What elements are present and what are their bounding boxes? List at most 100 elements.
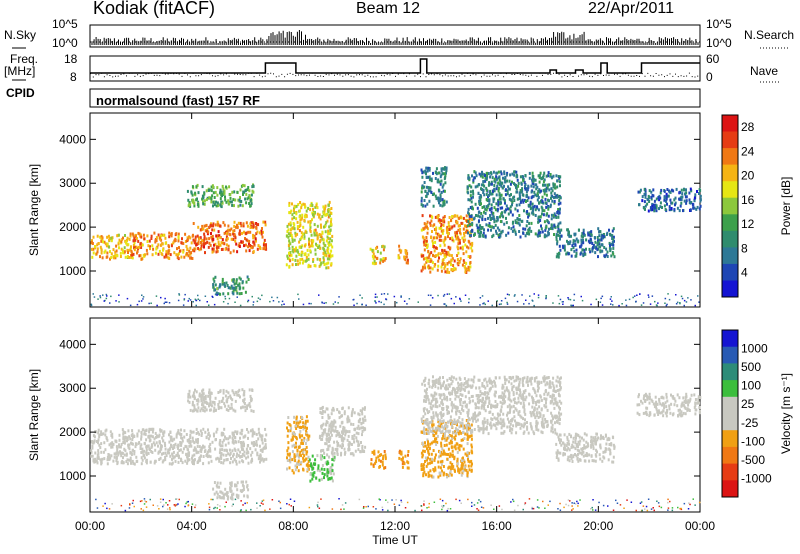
- colorbar-segment-9: [722, 263, 738, 281]
- xtick-label-4: 16:00: [482, 519, 512, 533]
- xtick-label-1: 04:00: [177, 519, 207, 533]
- colorbar-segment-6: [722, 214, 738, 232]
- colorbar-segment-4: [722, 396, 738, 414]
- colorbar-segment-7: [722, 446, 738, 465]
- noise-tick-low-right: 10^0: [706, 36, 732, 50]
- colorbar-segment-3: [722, 380, 738, 398]
- noise-traces: [89, 30, 700, 45]
- colorbar-frame: [721, 329, 739, 498]
- power-panel: 1000 2000 3000 4000 Slant Range [km] 4 8 12 16 20…: [27, 112, 793, 308]
- colorbar-tick-1: 8: [741, 241, 748, 255]
- scatter-region-2: [191, 220, 268, 255]
- nave-label: Nave: [750, 64, 779, 78]
- noise-tick-high-right: 10^5: [706, 17, 732, 31]
- xtick-label-0: 00:00: [75, 519, 105, 533]
- beam-title: Beam 12: [356, 0, 421, 17]
- scatter-region-3: [286, 415, 311, 475]
- colorbar-tick-5: -100: [741, 434, 765, 448]
- scatter-region-9: [420, 375, 563, 436]
- near-range-noise: [95, 498, 701, 512]
- colorbar-tick-0: 4: [741, 266, 748, 280]
- panel-frame: [89, 317, 701, 513]
- scatter-region-10: [466, 170, 563, 239]
- colorbar-segment-4: [722, 181, 738, 199]
- colorbar-segment-5: [722, 197, 738, 215]
- nsky-trace: [89, 30, 699, 45]
- freq-label: Freq.: [10, 52, 39, 66]
- scatter-region-7: [398, 449, 410, 470]
- ytick-label-4000: 4000: [59, 132, 86, 146]
- scatter-region-10: [555, 432, 616, 464]
- colorbar-tick-7: -1000: [741, 471, 772, 485]
- ytick-label-2000: 2000: [59, 425, 86, 439]
- station-title: Kodiak (fitACF): [93, 0, 216, 18]
- ylabel: Slant Range [km]: [27, 164, 41, 256]
- freq-tick-high: 18: [64, 52, 78, 66]
- cpid-text: normalsound (fast) 157 RF: [96, 93, 260, 108]
- colorbar-frame: [721, 114, 739, 298]
- xlabel: Time UT: [372, 533, 418, 547]
- ytick-label-4000: 4000: [59, 337, 86, 351]
- freq-unit-label: [MHz]: [4, 64, 36, 78]
- scatter-region-6: [370, 449, 387, 470]
- xtick-label-2: 08:00: [278, 519, 308, 533]
- nave-tick-high: 60: [706, 52, 720, 66]
- colorbar-segment-5: [722, 413, 738, 431]
- xtick-label-5: 20:00: [583, 519, 613, 533]
- nave-dots: [90, 72, 699, 78]
- scatter-region-1: [128, 231, 194, 261]
- panel-frame: [89, 112, 701, 308]
- colorbar-segment-1: [722, 346, 738, 364]
- colorbar: 1000 500 100 25 -25 -100 -500 -1000 Velocity [m …: [721, 329, 793, 498]
- scatter-region-9: [420, 166, 448, 208]
- colorbar-segment-10: [722, 280, 738, 298]
- colorbar-tick-2: 12: [741, 217, 755, 231]
- ytick-label-3000: 3000: [59, 381, 86, 395]
- ytick-label-1000: 1000: [59, 264, 86, 278]
- xtick-label-3: 12:00: [380, 519, 410, 533]
- colorbar-segment-0: [722, 115, 738, 132]
- cpid-label: CPID: [6, 86, 35, 100]
- ylabel: Slant Range [km]: [27, 369, 41, 461]
- scatter-region-12: [637, 187, 702, 213]
- colorbar-tick-0: 1000: [741, 342, 768, 356]
- scatter-region-4: [212, 275, 250, 296]
- colorbar-segment-2: [722, 148, 738, 166]
- colorbar-tick-4: 20: [741, 169, 755, 183]
- colorbar-segment-8: [722, 463, 738, 481]
- scatter-region-0: [90, 233, 130, 261]
- colorbar-segment-9: [722, 480, 738, 498]
- colorbar-tick-5: 24: [741, 144, 755, 158]
- colorbar-tick-3: 16: [741, 193, 755, 207]
- colorbar-label: Power [dB]: [779, 177, 793, 236]
- scatter-region-1: [187, 388, 255, 413]
- ytick-label-2000: 2000: [59, 220, 86, 234]
- scatter-region-6: [369, 244, 387, 266]
- cpid-panel-frame: [89, 88, 701, 108]
- nave-tick-low: 0: [706, 70, 713, 84]
- colorbar-tick-6: 28: [741, 120, 755, 134]
- ytick-label-1000: 1000: [59, 469, 86, 483]
- scatter-region-0: [90, 427, 268, 466]
- xtick-label-6: 00:00: [685, 519, 715, 533]
- scatter-region-3: [186, 183, 255, 209]
- noise-tick-low: 10^0: [52, 36, 78, 50]
- scatter-region-8: [420, 214, 474, 274]
- scatter-region-2: [212, 480, 250, 501]
- freq-step-line: [90, 58, 700, 74]
- scatter-region-7: [397, 244, 409, 265]
- nsky-label: N.Sky: [4, 28, 37, 42]
- colorbar-segment-8: [722, 247, 738, 265]
- colorbar: 4 8 12 16 20 24 28 Power [dB]: [721, 114, 793, 298]
- freq-panel-frame: [89, 55, 701, 82]
- colorbar-tick-3: 25: [741, 397, 755, 411]
- scatter-region-11: [636, 392, 702, 418]
- colorbar-segment-6: [722, 430, 738, 448]
- colorbar-segment-0: [722, 330, 738, 348]
- colorbar-tick-6: -500: [741, 453, 765, 467]
- colorbar-segment-2: [722, 363, 738, 381]
- colorbar-tick-2: 100: [741, 379, 761, 393]
- frequency-trace: [90, 58, 700, 78]
- colorbar-segment-1: [722, 131, 738, 149]
